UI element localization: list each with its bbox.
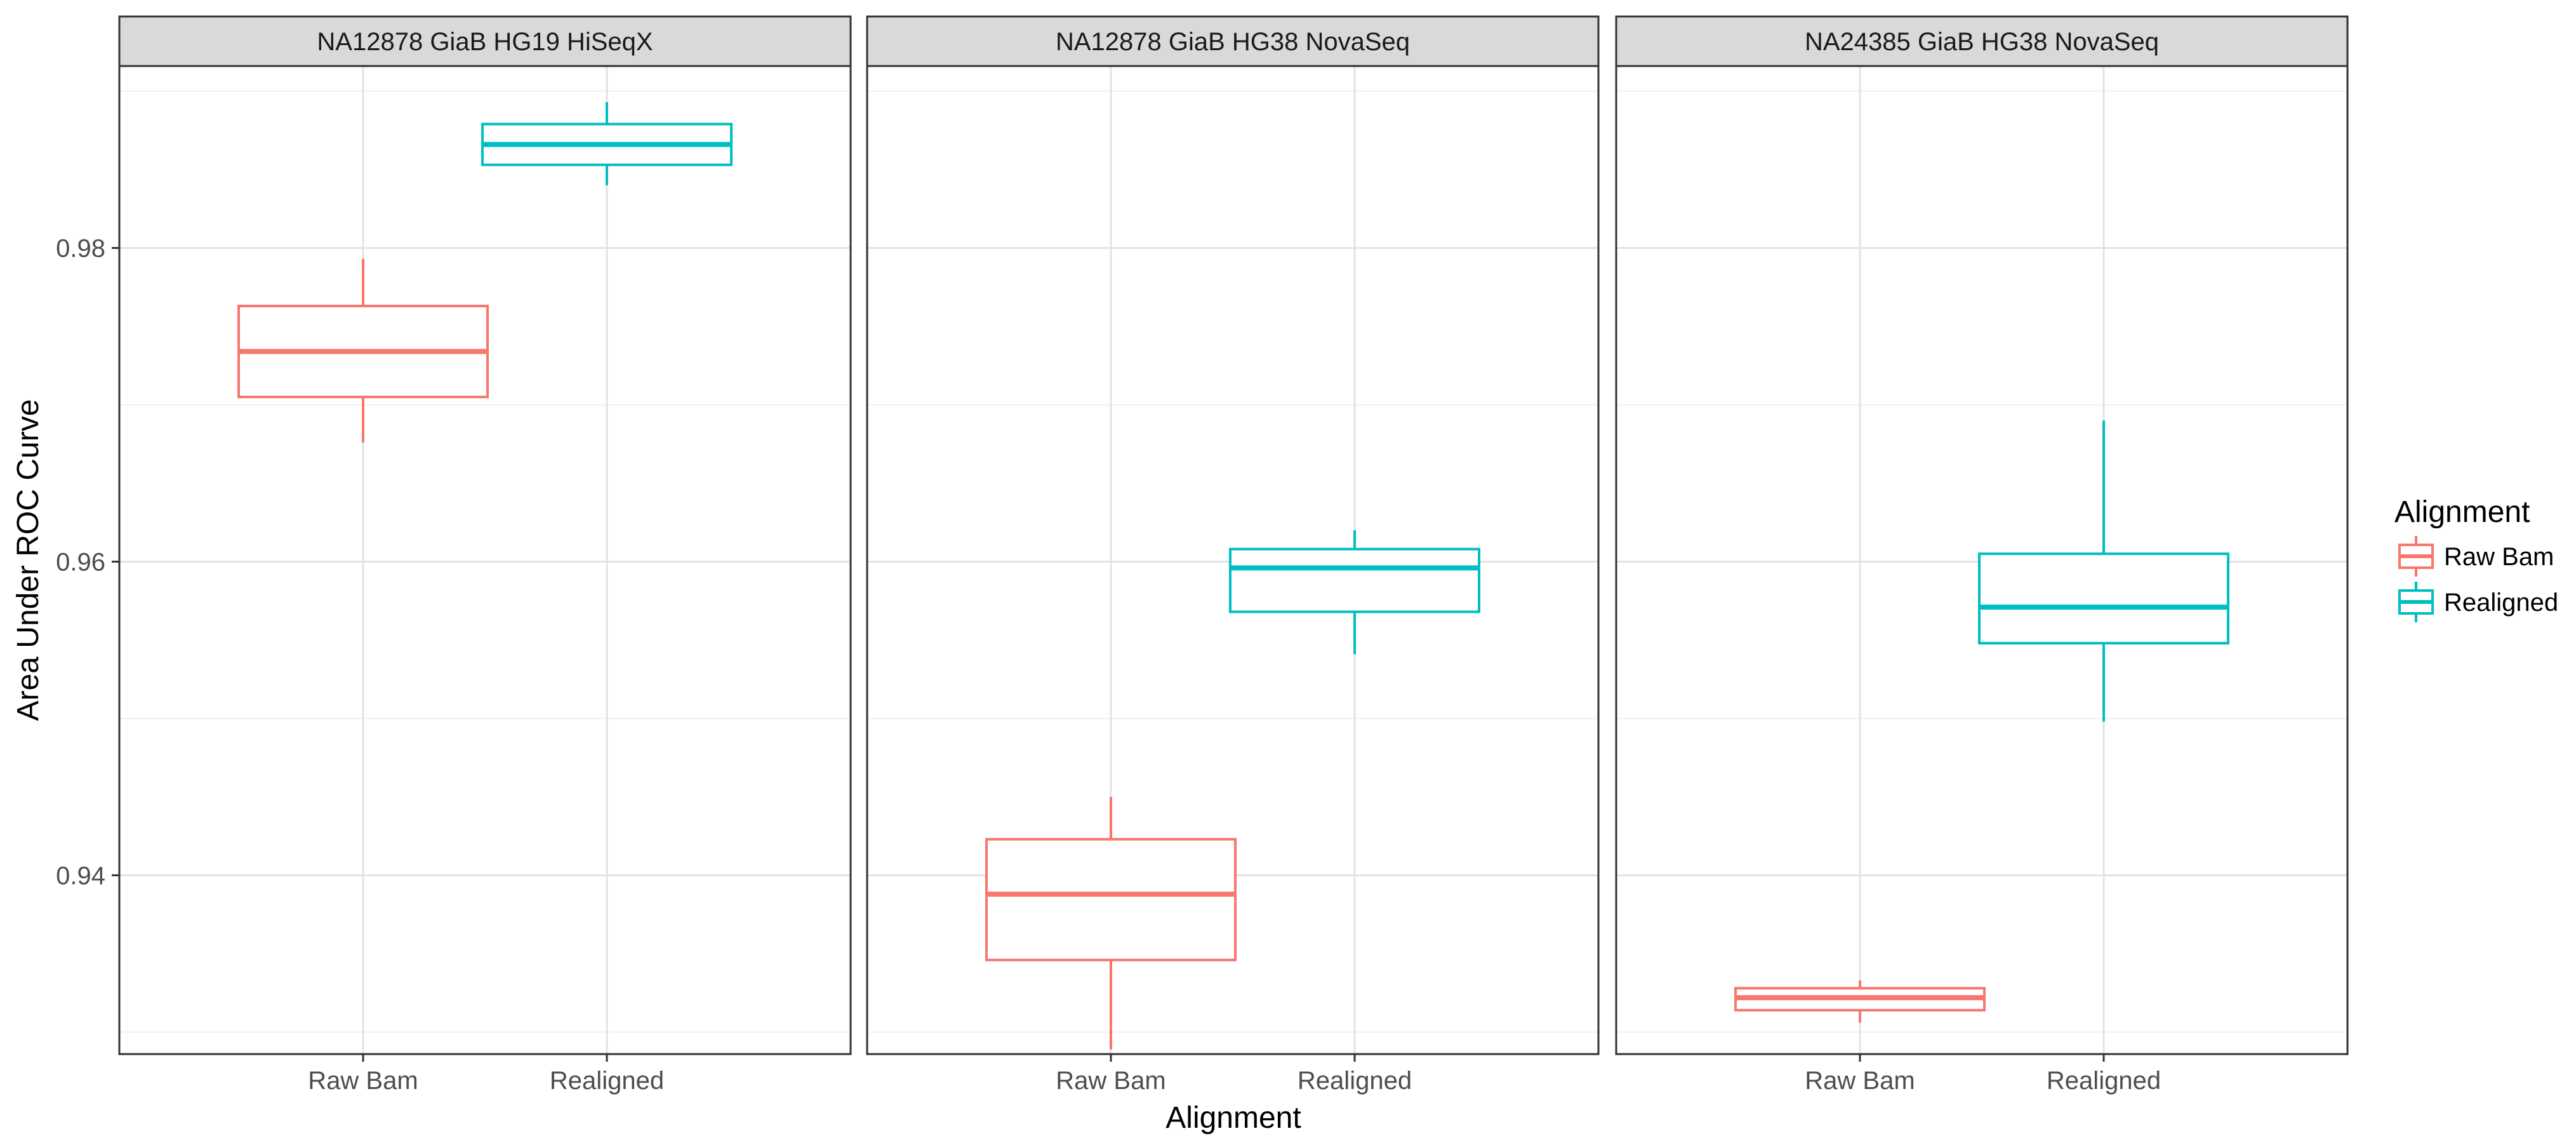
- box-realigned: [1229, 530, 1480, 655]
- y-axis: 0.94 0.96 0.98: [56, 235, 119, 890]
- panel-background: [119, 66, 851, 1054]
- x-tick-label: Realigned: [1298, 1067, 1412, 1095]
- facet-strip: [118, 15, 852, 67]
- facet-strip-label: NA12878 GiaB HG19 HiSeqX: [317, 28, 653, 56]
- y-tick-label: 0.94: [56, 862, 105, 890]
- facet-panel-1: NA12878 GiaB HG19 HiSeqX Raw Bam Realigned: [118, 15, 852, 1095]
- box-raw-bam: [985, 796, 1237, 1050]
- box-raw-bam: [1734, 980, 1986, 1023]
- x-tick-label: Raw Bam: [308, 1067, 418, 1095]
- legend-title: Alignment: [2394, 495, 2530, 529]
- legend-key-raw-bam: [2398, 536, 2434, 577]
- facet-strip-label: NA24385 GiaB HG38 NovaSeq: [1805, 28, 2159, 56]
- facet-panel-2: NA12878 GiaB HG38 NovaSeq Raw Bam Realigne…: [866, 15, 1600, 1095]
- x-axis-title: Alignment: [1165, 1101, 1301, 1135]
- y-tick-label: 0.96: [56, 548, 105, 576]
- facet-strip-label: NA12878 GiaB HG38 NovaSeq: [1056, 28, 1410, 56]
- legend-key-realigned: [2398, 582, 2434, 622]
- box-realigned: [481, 102, 733, 185]
- legend-label: Raw Bam: [2444, 543, 2554, 571]
- box-iqr: [985, 838, 1237, 961]
- facet-panel-3: NA24385 GiaB HG38 NovaSeq Raw Bam Realigne…: [1615, 15, 2349, 1095]
- box-raw-bam: [237, 258, 489, 443]
- legend: Alignment Raw Bam Realigned: [2394, 495, 2558, 622]
- y-axis-title: Area Under ROC Curve: [11, 399, 45, 721]
- x-tick-label: Raw Bam: [1805, 1067, 1915, 1095]
- y-tick-label: 0.98: [56, 235, 105, 263]
- x-tick-label: Raw Bam: [1056, 1067, 1165, 1095]
- box-iqr: [1978, 552, 2229, 645]
- facet-strip: [866, 15, 1600, 67]
- box-realigned: [1978, 420, 2229, 722]
- facet-strip: [1615, 15, 2349, 67]
- x-tick-label: Realigned: [550, 1067, 664, 1095]
- box-iqr: [1229, 547, 1480, 613]
- x-tick-label: Realigned: [2047, 1067, 2161, 1095]
- legend-label: Realigned: [2444, 589, 2558, 617]
